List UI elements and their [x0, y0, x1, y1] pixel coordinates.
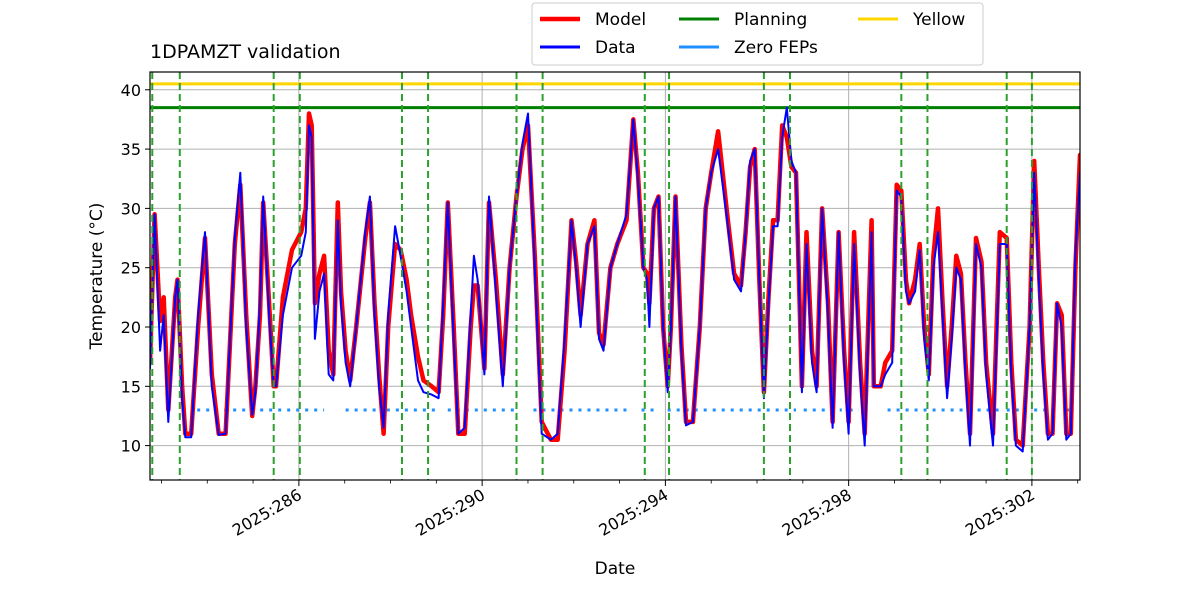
legend-label: Planning — [734, 10, 807, 30]
legend-label: Yellow — [912, 10, 965, 30]
series-line-data — [150, 106, 1080, 453]
legend-label: Data — [595, 38, 636, 58]
chart-title: 1DPAMZT validation — [150, 41, 341, 63]
legend: Model Data Planning Zero FEPs Yellow — [531, 2, 984, 66]
x-tick-label: 2025:294 — [596, 485, 672, 540]
y-tick-label: 10 — [121, 437, 141, 456]
y-tick-label: 40 — [121, 81, 141, 100]
y-tick-label: 20 — [121, 318, 141, 337]
x-tick-label: 2025:286 — [229, 485, 305, 540]
plot-frame — [149, 71, 1081, 481]
y-axis-label: Temperature (°C) — [87, 203, 107, 351]
y-tick-label: 35 — [121, 140, 141, 159]
legend-label: Model — [595, 10, 646, 30]
plot-area — [150, 72, 1080, 480]
legend-label: Zero FEPs — [734, 38, 818, 58]
x-tick-label: 2025:302 — [962, 485, 1038, 540]
x-tick-label: 2025:298 — [779, 485, 855, 540]
y-tick-label: 25 — [121, 259, 141, 278]
y-tick-label: 30 — [121, 199, 141, 218]
x-tick-label: 2025:290 — [412, 485, 488, 540]
y-tick-label: 15 — [121, 377, 141, 396]
x-axis-label: Date — [595, 559, 636, 579]
